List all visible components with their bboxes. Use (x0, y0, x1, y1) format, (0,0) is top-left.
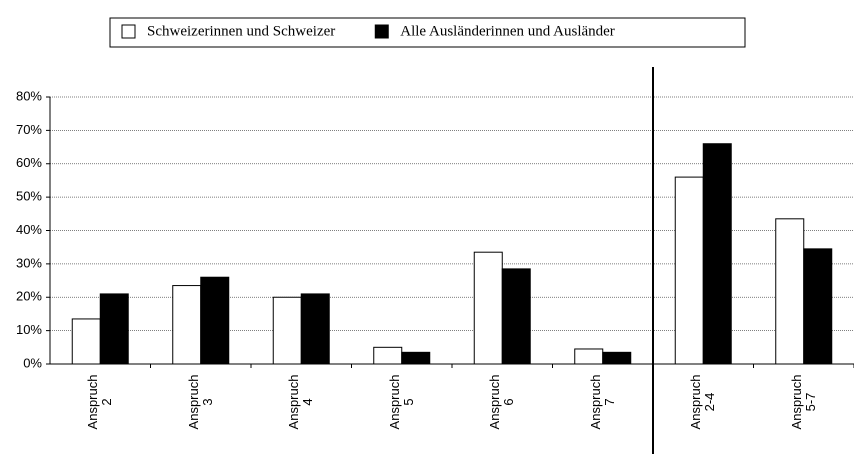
x-tick-label: Anspruch 4 (286, 374, 316, 430)
y-tick-label: 80% (16, 88, 42, 103)
bar (373, 346, 403, 365)
y-tick-label: 20% (16, 289, 42, 304)
x-tick-label: Anspruch 5 (386, 374, 416, 430)
y-tick-label: 10% (16, 322, 42, 337)
bar (674, 176, 704, 365)
bar (602, 351, 632, 365)
bar (401, 351, 431, 365)
y-tick-label: 60% (16, 155, 42, 170)
y-tick-label: 0% (23, 355, 42, 370)
bar (574, 348, 604, 365)
bar (172, 285, 202, 365)
legend-swatch (374, 24, 389, 39)
bar (200, 276, 230, 365)
bar (775, 218, 805, 365)
legend-swatch (121, 24, 136, 39)
x-tick-label: Anspruch 5-7 (788, 374, 818, 430)
bar (71, 318, 101, 365)
x-tick-label: Anspruch 3 (185, 374, 215, 430)
bar (300, 293, 330, 365)
legend-label: Schweizerinnen und Schweizer (147, 23, 335, 39)
y-tick-label: 30% (16, 255, 42, 270)
x-tick-label: Anspruch 2 (85, 374, 115, 430)
x-tick-label: Anspruch 6 (487, 374, 517, 430)
bar (501, 268, 531, 365)
bar (99, 293, 129, 365)
x-tick-label: Anspruch 2-4 (688, 374, 718, 430)
bar (803, 248, 833, 365)
y-tick-label: 50% (16, 189, 42, 204)
x-tick-label: Anspruch 7 (587, 374, 617, 430)
y-tick-label: 70% (16, 122, 42, 137)
legend-box (109, 17, 746, 48)
y-tick-label: 40% (16, 222, 42, 237)
bar (272, 296, 302, 365)
bar (702, 143, 732, 365)
bar (473, 251, 503, 365)
legend-label: Alle Ausländerinnen und Ausländer (400, 23, 615, 39)
